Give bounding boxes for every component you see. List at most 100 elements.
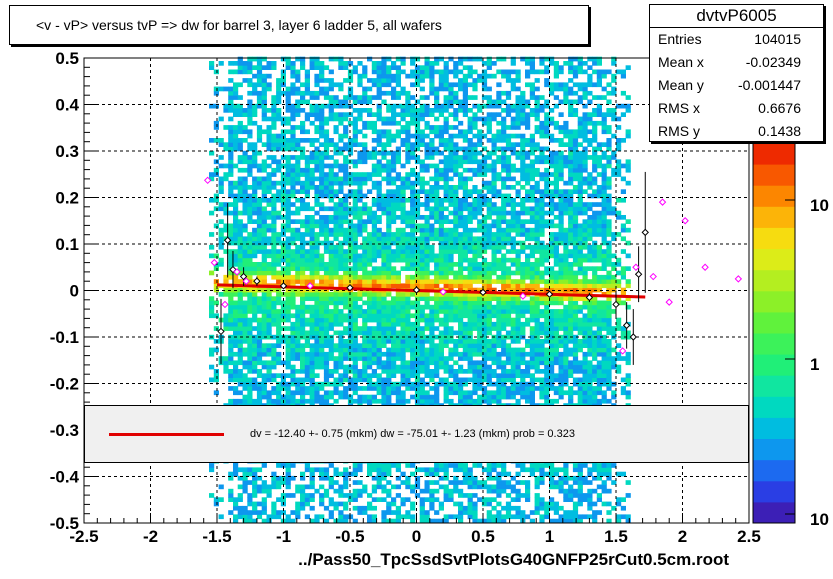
heatmap-cell [319,120,325,126]
heatmap-cell [424,227,430,233]
heatmap-cell [472,386,478,391]
heatmap-cell [304,467,310,473]
heatmap-cell [357,155,363,160]
heatmap-cell [271,257,277,263]
heatmap-cell [410,326,416,331]
heatmap-cell [481,133,488,139]
heatmap-cell [414,172,421,177]
heatmap-cell [453,480,459,485]
heatmap-cell [381,65,387,70]
heatmap-cell [400,180,406,186]
heatmap-cell [319,61,325,66]
heatmap-cell [376,167,382,173]
heatmap-cell [486,189,492,194]
heatmap-cell [295,326,301,331]
heatmap-cell [271,356,277,361]
heatmap-cell [314,334,320,340]
heatmap-cell [429,197,435,203]
heatmap-cell [505,343,512,348]
heatmap-cell [304,360,310,366]
heatmap-cell [458,262,464,267]
heatmap-cell [233,253,239,259]
heatmap-cell [323,475,330,481]
heatmap-cell [352,304,358,310]
heatmap-cell [333,343,339,348]
heatmap-cell [371,313,377,319]
heatmap-cell [467,326,473,331]
heatmap-cell [347,253,354,259]
heatmap-cell [271,133,277,139]
heatmap-cell [357,467,363,473]
heatmap-cell [443,292,449,297]
heatmap-cell [352,330,358,336]
heatmap-cell [486,270,492,276]
heatmap-cell [405,103,411,109]
heatmap-cell [458,197,464,203]
heatmap-cell [486,185,492,190]
heatmap-cell [443,356,449,361]
heatmap-cell [295,249,301,254]
heatmap-cell [252,493,258,498]
heatmap-cell [505,266,512,271]
heatmap-cell [323,240,330,246]
heatmap-cell [391,321,397,327]
heatmap-cell [213,266,219,271]
heatmap-cell [252,232,258,237]
heatmap-cell [290,219,296,224]
heatmap-cell [309,330,315,336]
heatmap-cell [486,394,492,400]
heatmap-cell [458,210,464,216]
heatmap-cell [285,65,291,70]
heatmap-cell [481,364,488,370]
heatmap-cell [414,120,421,126]
heatmap-cell [304,112,310,117]
heatmap-cell [319,381,325,387]
heatmap-cell [491,266,497,271]
heatmap-cell [438,253,444,259]
heatmap-cell [391,518,397,524]
heatmap-cell [256,150,263,156]
heatmap-cell [290,326,296,331]
heatmap-cell [400,257,406,263]
heatmap-cell [228,309,234,314]
heatmap-cell [400,381,406,387]
heatmap-cell [271,510,277,515]
heatmap-cell [357,189,363,194]
heatmap-cell [300,223,306,229]
heatmap-cell [362,347,368,353]
heatmap-cell [438,240,444,246]
heatmap-cell [443,514,449,520]
heatmap-cell [462,390,468,396]
heatmap-cell [448,309,454,314]
heatmap-cell [481,82,488,88]
heatmap-cell [261,518,267,524]
heatmap-cell [343,356,349,361]
heatmap-cell [343,206,349,212]
heatmap-cell [233,215,239,220]
heatmap-cell [376,339,382,344]
heatmap-cell [252,219,258,224]
heatmap-cell [261,292,267,297]
heatmap-cell [304,129,310,135]
heatmap-cell [515,155,521,160]
heatmap-cell [280,223,286,229]
heatmap-cell [371,398,377,404]
heatmap-cell [314,262,320,267]
heatmap-cell [419,497,425,502]
heatmap-cell [333,129,339,135]
heatmap-cell [285,210,291,216]
heatmap-cell [314,95,320,100]
heatmap-cell [419,159,425,165]
heatmap-cell [438,518,444,524]
heatmap-cell [505,227,512,233]
heatmap-cell [386,150,392,156]
heatmap-cell [233,61,239,66]
heatmap-cell [481,300,488,306]
heatmap-cell [357,223,363,229]
heatmap-cell [381,236,387,242]
heatmap-cell [256,300,263,306]
heatmap-cell [376,309,382,314]
heatmap-cell [314,176,320,182]
heatmap-cell [448,356,454,361]
heatmap-cell [515,193,521,199]
